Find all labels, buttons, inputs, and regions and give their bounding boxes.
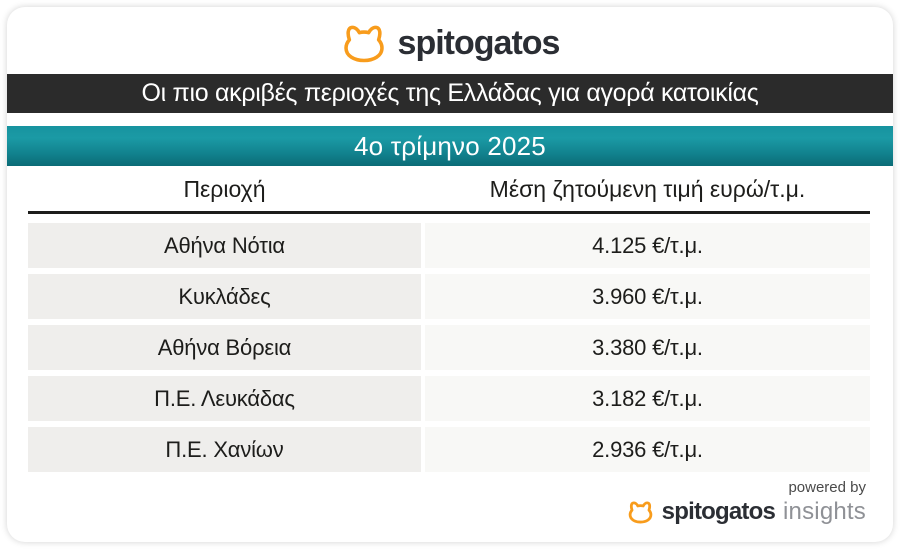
spitogatos-insights-logo: spitogatos insights (627, 498, 866, 526)
area-cell: Κυκλάδες (28, 274, 421, 319)
cat-icon (341, 24, 387, 64)
powered-by-label: powered by (788, 479, 866, 496)
table-row: Κυκλάδες 3.960 €/τ.μ. (28, 274, 870, 319)
cat-icon-path (343, 25, 384, 62)
footer-brand-suffix: insights (783, 498, 866, 525)
title-bar: Οι πιο ακριβές περιοχές της Ελλάδας για … (7, 74, 893, 113)
period-subtitle: 4ο τρίμηνο 2025 (354, 130, 546, 161)
subtitle-bar: 4ο τρίμηνο 2025 (7, 126, 893, 166)
price-cell: 3.960 €/τ.μ. (425, 274, 870, 319)
area-cell: Αθήνα Νότια (28, 223, 421, 268)
column-header-price: Μέση ζητούμενη τιμή ευρώ/τ.μ. (489, 176, 806, 202)
footer-brand-wordmark: spitogatos (661, 498, 776, 525)
price-table: Περιοχή Μέση ζητούμενη τιμή ευρώ/τ.μ. Αθ… (28, 166, 870, 472)
price-cell: 3.380 €/τ.μ. (425, 325, 870, 370)
table-body: Αθήνα Νότια 4.125 €/τ.μ. Κυκλάδες 3.960 … (28, 223, 870, 472)
area-cell: Π.Ε. Λευκάδας (28, 376, 421, 421)
table-row: Π.Ε. Λευκάδας 3.182 €/τ.μ. (28, 376, 870, 421)
column-header-area: Περιοχή (183, 176, 266, 202)
cat-icon-small-path (628, 500, 652, 523)
table-header: Περιοχή Μέση ζητούμενη τιμή ευρώ/τ.μ. (28, 166, 870, 214)
table-row: Αθήνα Βόρεια 3.380 €/τ.μ. (28, 325, 870, 370)
price-cell: 4.125 €/τ.μ. (425, 223, 870, 268)
table-row: Αθήνα Νότια 4.125 €/τ.μ. (28, 223, 870, 268)
area-cell: Αθήνα Βόρεια (28, 325, 421, 370)
brand-wordmark: spitogatos (397, 24, 561, 62)
price-cell: 3.182 €/τ.μ. (425, 376, 870, 421)
page-title: Οι πιο ακριβές περιοχές της Ελλάδας για … (141, 79, 759, 107)
infographic-card: spitogatos Οι πιο ακριβές περιοχές της Ε… (7, 7, 893, 542)
price-cell: 2.936 €/τ.μ. (425, 427, 870, 472)
table-row: Π.Ε. Χανίων 2.936 €/τ.μ. (28, 427, 870, 472)
footer: powered by spitogatos insights (627, 479, 866, 526)
spitogatos-logo: spitogatos (7, 7, 893, 74)
area-cell: Π.Ε. Χανίων (28, 427, 421, 472)
cat-icon-small (627, 500, 654, 524)
